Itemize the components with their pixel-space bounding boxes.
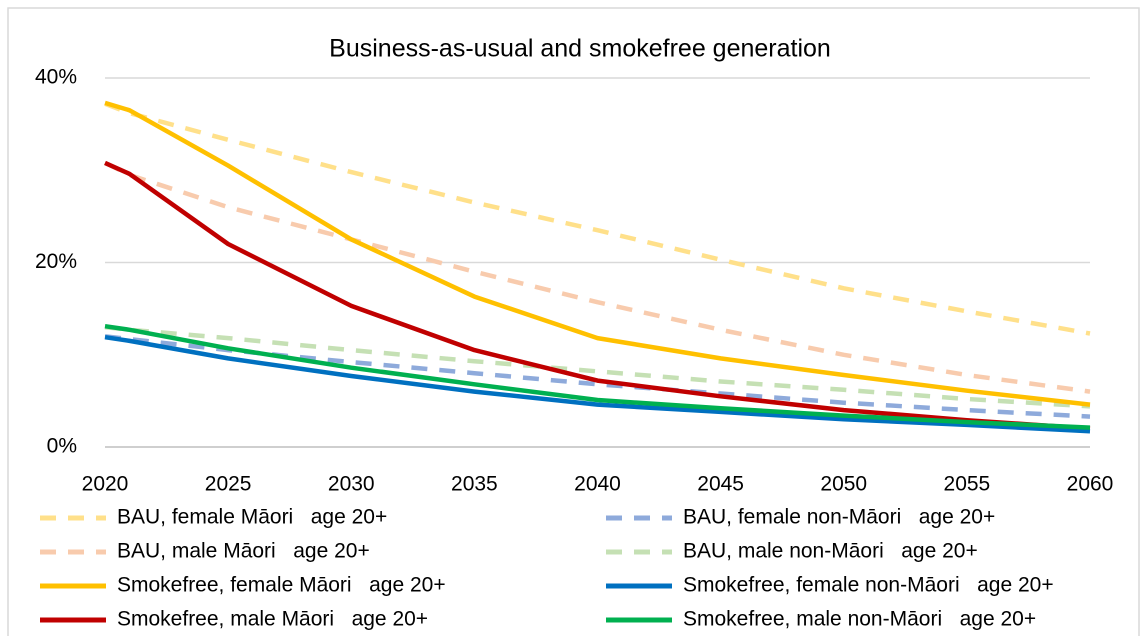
legend-label: Smokefree, female non-Māori age 20+ — [683, 574, 1054, 597]
x-tick-label: 2040 — [574, 473, 621, 496]
legend-label: BAU, female non-Māori age 20+ — [683, 506, 995, 529]
x-tick-label: 2020 — [82, 473, 129, 496]
legend-label: Smokefree, male Māori age 20+ — [117, 608, 428, 631]
series-line — [104, 160, 1091, 394]
x-tick-label: 2060 — [1067, 473, 1114, 496]
legend-label: Smokefree, female Māori age 20+ — [117, 574, 446, 597]
x-tick-label: 2050 — [820, 473, 867, 496]
x-tick-label: 2045 — [697, 473, 744, 496]
x-tick-label: 2025 — [205, 473, 252, 496]
series-line — [104, 334, 1091, 434]
x-tick-label: 2030 — [328, 473, 375, 496]
legend-label: BAU, female Māori age 20+ — [117, 506, 387, 529]
series-line — [104, 323, 1091, 430]
chart-title: Business-as-usual and smokefree generati… — [329, 35, 831, 63]
legend-label: Smokefree, male non-Māori age 20+ — [683, 608, 1036, 631]
x-tick-label: 2035 — [451, 473, 498, 496]
legend-label: BAU, male non-Māori age 20+ — [683, 540, 978, 563]
y-tick-label: 0% — [47, 435, 77, 458]
series-line — [104, 101, 1091, 336]
series-line — [104, 334, 1091, 419]
y-tick-label: 40% — [35, 66, 77, 89]
y-tick-label: 20% — [35, 250, 77, 273]
chart-border — [7, 7, 1140, 636]
series-line — [104, 160, 1091, 431]
series-line — [104, 100, 1091, 407]
x-tick-label: 2055 — [944, 473, 991, 496]
legend-label: BAU, male Māori age 20+ — [117, 540, 370, 563]
